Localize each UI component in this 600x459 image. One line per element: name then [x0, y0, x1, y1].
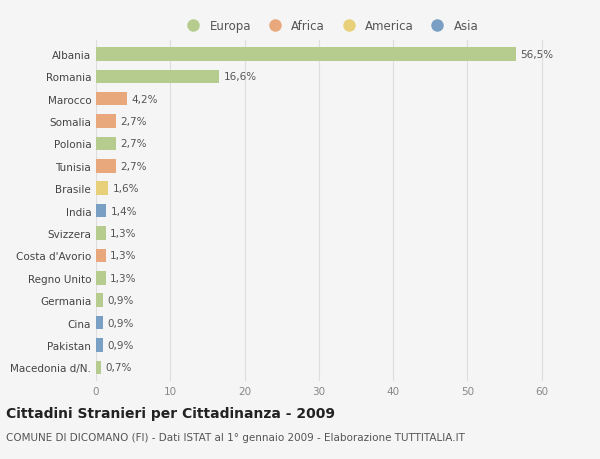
Bar	[96, 271, 106, 285]
Text: 2,7%: 2,7%	[121, 139, 147, 149]
Text: 1,3%: 1,3%	[110, 273, 137, 283]
Bar	[96, 227, 106, 240]
Bar	[96, 249, 106, 263]
Text: COMUNE DI DICOMANO (FI) - Dati ISTAT al 1° gennaio 2009 - Elaborazione TUTTITALI: COMUNE DI DICOMANO (FI) - Dati ISTAT al …	[6, 432, 465, 442]
Bar	[96, 48, 516, 62]
Text: 1,4%: 1,4%	[111, 206, 137, 216]
Bar	[96, 294, 103, 307]
Text: 2,7%: 2,7%	[121, 162, 147, 172]
Bar	[96, 93, 127, 106]
Text: 1,6%: 1,6%	[112, 184, 139, 194]
Text: 56,5%: 56,5%	[520, 50, 553, 60]
Bar	[96, 115, 116, 129]
Text: 1,3%: 1,3%	[110, 229, 137, 239]
Text: 0,9%: 0,9%	[107, 318, 134, 328]
Text: 0,9%: 0,9%	[107, 340, 134, 350]
Text: 0,9%: 0,9%	[107, 296, 134, 306]
Bar	[96, 204, 106, 218]
Bar	[96, 316, 103, 330]
Bar	[96, 338, 103, 352]
Text: 4,2%: 4,2%	[131, 95, 158, 104]
Legend: Europa, Africa, America, Asia: Europa, Africa, America, Asia	[176, 15, 484, 38]
Bar	[96, 160, 116, 173]
Text: 1,3%: 1,3%	[110, 251, 137, 261]
Bar	[96, 361, 101, 374]
Text: 16,6%: 16,6%	[224, 72, 257, 82]
Text: 0,7%: 0,7%	[106, 363, 132, 373]
Bar	[96, 137, 116, 151]
Text: Cittadini Stranieri per Cittadinanza - 2009: Cittadini Stranieri per Cittadinanza - 2…	[6, 406, 335, 420]
Text: 2,7%: 2,7%	[121, 117, 147, 127]
Bar	[96, 70, 220, 84]
Bar	[96, 182, 108, 196]
